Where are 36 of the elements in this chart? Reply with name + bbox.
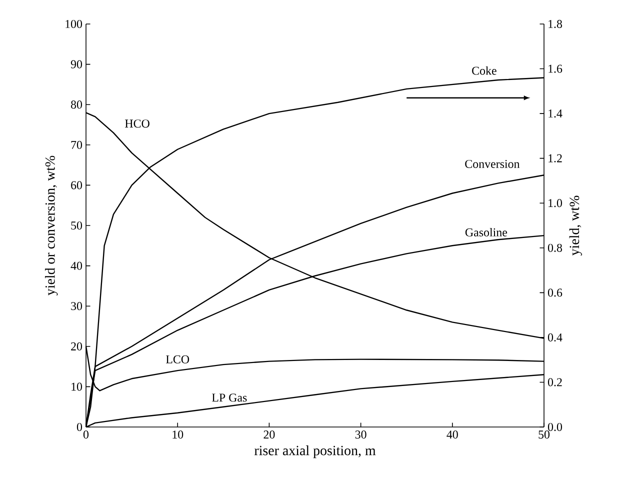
y-tick-label: 60 bbox=[71, 181, 82, 190]
series-label: LP Gas bbox=[212, 394, 247, 402]
x-tick-label: 20 bbox=[264, 430, 275, 439]
series-label: LCO bbox=[166, 355, 190, 364]
x-tick-label: 50 bbox=[538, 430, 550, 439]
y-tick-label: 0 bbox=[76, 422, 82, 432]
y-tick-label: 50 bbox=[71, 221, 82, 230]
x-tick-label: 30 bbox=[355, 430, 366, 439]
y2-tick-label: 0.2 bbox=[548, 378, 562, 386]
y-axis-title: yield or conversion, wt% bbox=[45, 156, 58, 296]
series-label: HCO bbox=[125, 120, 150, 128]
y2-tick-label: 1.2 bbox=[548, 154, 562, 162]
y-tick-label: 20 bbox=[71, 342, 82, 350]
y2-tick-label: 1.8 bbox=[548, 20, 562, 28]
y2-tick-label: 1.6 bbox=[548, 64, 562, 73]
y2-tick-label: 0.8 bbox=[548, 244, 562, 252]
y2-tick-label: 0.6 bbox=[548, 288, 562, 297]
y-tick-label: 30 bbox=[71, 302, 82, 310]
y-tick-label: 80 bbox=[70, 100, 82, 109]
x-tick-label: 0 bbox=[83, 430, 89, 439]
y2-tick-label: 0.0 bbox=[548, 422, 562, 432]
y-tick-label: 10 bbox=[72, 382, 82, 391]
y-tick-label: 90 bbox=[70, 60, 82, 68]
y2-tick-label: 1.4 bbox=[548, 110, 562, 118]
y-tick-label: 70 bbox=[71, 140, 82, 149]
series-label: Coke bbox=[472, 66, 496, 75]
y2-axis-title: yield, wt% bbox=[569, 196, 582, 256]
y2-tick-label: 1.0 bbox=[548, 199, 562, 208]
y-tick-label: 100 bbox=[66, 20, 82, 28]
y2-tick-label: 0.4 bbox=[548, 333, 562, 342]
x-tick-label: 10 bbox=[172, 430, 184, 439]
y-tick-label: 40 bbox=[70, 262, 82, 270]
x-tick-label: 40 bbox=[446, 430, 458, 439]
series-label: Conversion bbox=[465, 160, 520, 168]
x-axis-title: riser axial position, m bbox=[254, 445, 376, 458]
series-label: Gasoline bbox=[465, 228, 508, 236]
